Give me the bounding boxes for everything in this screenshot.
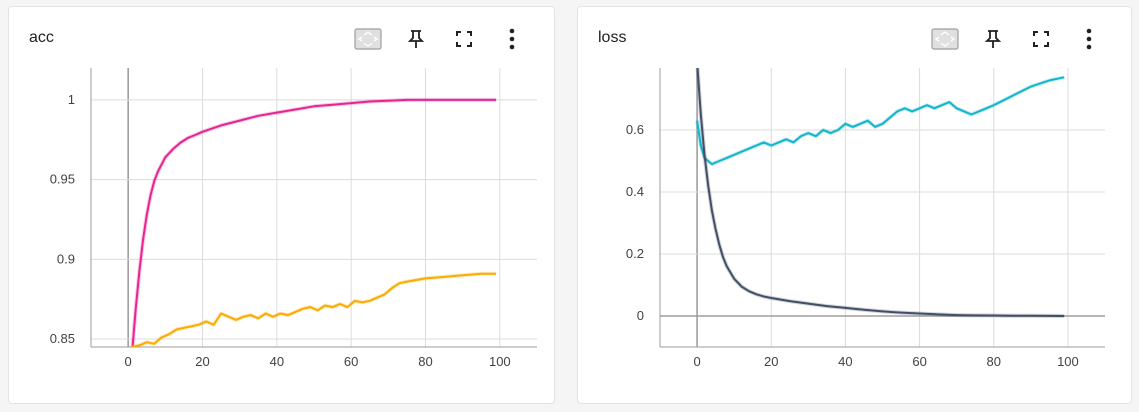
x-tick-label: 20 (764, 354, 778, 369)
y-tick-label: 0.6 (626, 122, 644, 137)
fullscreen-icon (456, 31, 472, 47)
x-tick-label: 60 (344, 354, 358, 369)
more-vert-icon (1086, 28, 1092, 50)
pin-icon (984, 30, 1002, 48)
y-tick-label: 1 (68, 92, 75, 107)
x-tick-label: 100 (1057, 354, 1079, 369)
fit-to-data-icon (354, 28, 382, 50)
x-tick-label: 100 (489, 354, 511, 369)
fit-to-data-button[interactable] (921, 25, 969, 53)
x-tick-label: 20 (195, 354, 209, 369)
loss-line-chart[interactable]: 0 20 40 60 80 100 0 0.2 0.4 0.6 (578, 7, 1133, 405)
series-line[interactable] (696, 62, 1065, 317)
chart-title: acc (29, 29, 54, 46)
series-raw-line (695, 68, 1065, 318)
y-tick-label: 0.95 (50, 172, 75, 187)
fullscreen-icon (1033, 31, 1049, 47)
acc-line-chart[interactable]: 0 20 40 60 80 100 0.85 0.9 0.95 1 (9, 7, 556, 405)
series-raw-line (131, 271, 497, 347)
fit-to-data-icon (931, 28, 959, 50)
x-tick-label: 0 (125, 354, 132, 369)
y-tick-label: 0.85 (50, 331, 75, 346)
fullscreen-button[interactable] (1017, 25, 1065, 53)
series-raw-line (695, 75, 1065, 167)
x-tick-label: 80 (987, 354, 1001, 369)
pin-button[interactable] (969, 25, 1017, 53)
x-tick-label: 80 (418, 354, 432, 369)
x-tick-label: 0 (693, 354, 700, 369)
acc-chart-card: acc 0 20 40 60 80 100 0.85 0.9 0.95 1 (8, 6, 555, 404)
x-tick-label: 40 (838, 354, 852, 369)
fit-to-data-button[interactable] (344, 25, 392, 53)
pin-button[interactable] (392, 25, 440, 53)
y-tick-label: 0 (637, 308, 644, 323)
more-vert-icon (509, 28, 515, 50)
more-options-button[interactable] (1065, 25, 1113, 53)
x-tick-label: 40 (270, 354, 284, 369)
y-tick-label: 0.4 (626, 184, 644, 199)
y-tick-label: 0.9 (57, 251, 75, 266)
pin-icon (407, 30, 425, 48)
chart-toolbar (921, 25, 1113, 53)
x-tick-label: 60 (912, 354, 926, 369)
more-options-button[interactable] (488, 25, 536, 53)
fullscreen-button[interactable] (440, 25, 488, 53)
y-tick-label: 0.2 (626, 246, 644, 261)
chart-toolbar (344, 25, 536, 53)
chart-title: loss (598, 29, 627, 46)
series-line[interactable] (696, 76, 1065, 166)
series-line[interactable] (131, 98, 497, 355)
series-line[interactable] (131, 272, 497, 347)
loss-chart-card: loss 0 20 40 60 80 100 0 0.2 0.4 0.6 (577, 6, 1132, 404)
